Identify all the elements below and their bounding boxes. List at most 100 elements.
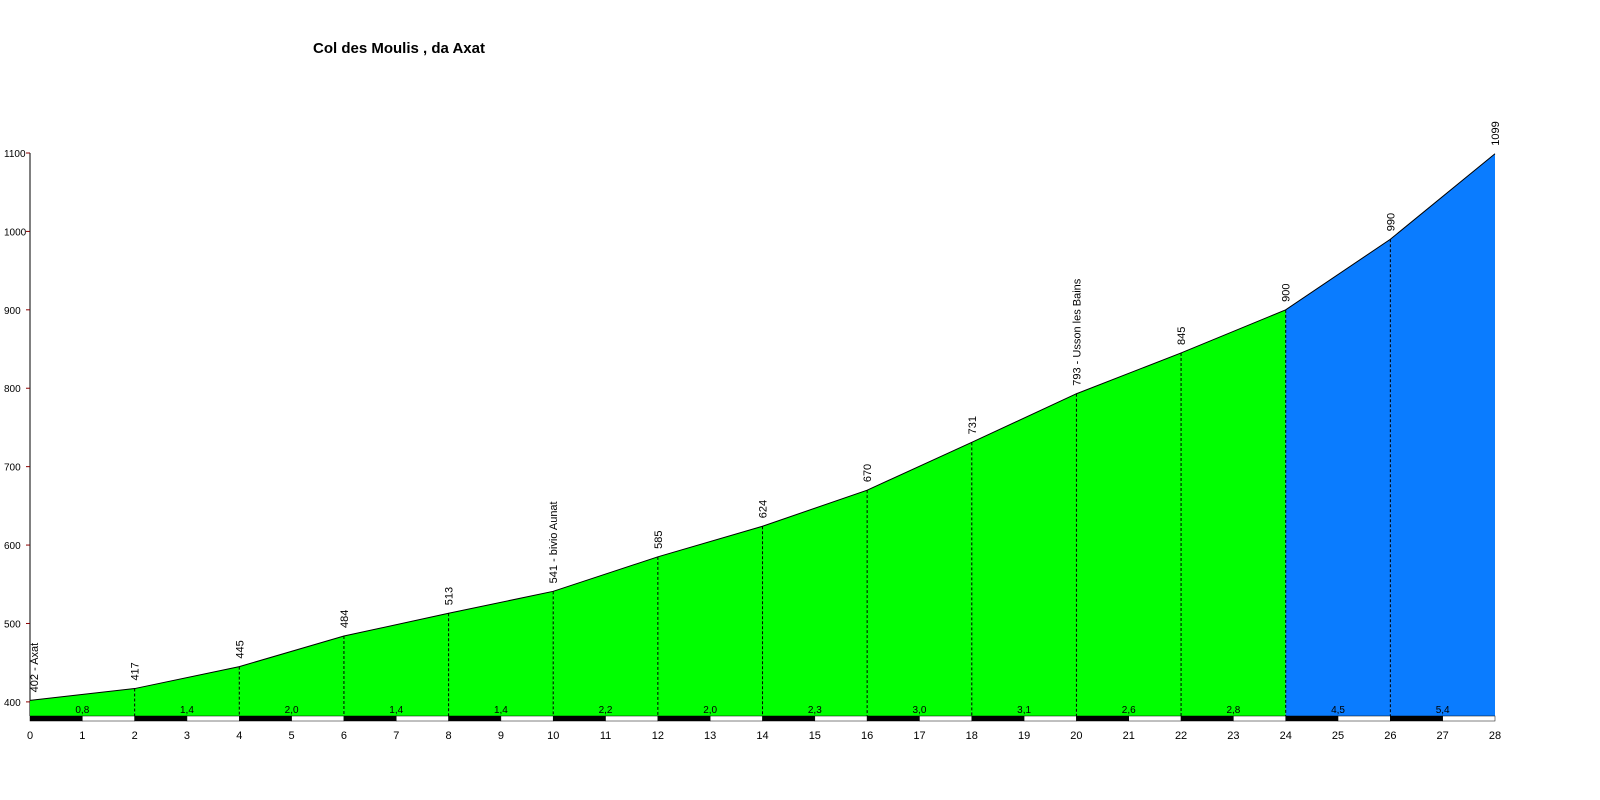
elevation-label: 541 - bivio Aunat	[548, 501, 560, 583]
ruler-bar	[552, 715, 606, 722]
grade-label: 2,8	[1226, 705, 1240, 716]
y-tick-label: 700	[4, 463, 21, 474]
x-tick-label: 22	[1175, 730, 1187, 742]
ruler-bar	[1233, 715, 1286, 722]
ruler-bar	[814, 715, 868, 722]
x-tick-label: 21	[1123, 730, 1135, 742]
elevation-label: 624	[758, 500, 770, 518]
profile-segment	[239, 636, 344, 716]
profile-segment	[971, 393, 1077, 716]
x-tick-label: 17	[913, 730, 925, 742]
y-tick-label: 600	[4, 541, 21, 552]
x-tick-label: 19	[1018, 730, 1030, 742]
elevation-label: 417	[130, 662, 142, 680]
ruler-bar	[1337, 715, 1391, 722]
elevation-label: 484	[339, 610, 351, 628]
x-tick-label: 4	[236, 730, 242, 742]
x-tick-label: 26	[1384, 730, 1396, 742]
grade-label: 2,3	[808, 705, 822, 716]
profile-segment	[134, 666, 240, 716]
ruler-bar	[1442, 715, 1496, 722]
profile-segment	[1285, 239, 1391, 716]
x-tick-label: 7	[393, 730, 399, 742]
x-tick-label: 15	[809, 730, 821, 742]
x-tick-label: 27	[1437, 730, 1449, 742]
ruler-bar	[291, 715, 345, 722]
elevation-label: 670	[862, 464, 874, 482]
grade-label: 2,2	[599, 705, 613, 716]
grade-label: 3,0	[913, 705, 927, 716]
profile-segment	[30, 688, 135, 716]
grade-label: 1,4	[180, 705, 194, 716]
elevation-label: 445	[234, 640, 246, 658]
profile-segment	[1390, 153, 1495, 716]
profile-segment	[343, 613, 449, 716]
ruler-bar	[866, 715, 920, 722]
profile-segment	[448, 591, 554, 716]
grade-label: 3,1	[1017, 705, 1031, 716]
ruler-bar	[657, 715, 711, 722]
profile-segment	[762, 490, 868, 716]
elevation-label: 845	[1176, 327, 1188, 345]
ruler-bar	[239, 715, 292, 722]
x-tick-label: 24	[1280, 730, 1292, 742]
x-tick-label: 18	[966, 730, 978, 742]
ruler-bar	[29, 715, 83, 722]
ruler-bar	[343, 715, 397, 722]
x-tick-label: 1	[79, 730, 85, 742]
y-tick-label: 800	[4, 384, 21, 395]
y-tick-label: 1100	[4, 149, 26, 160]
x-tick-label: 13	[704, 730, 716, 742]
elevation-label: 990	[1385, 213, 1397, 231]
ruler-bar	[448, 715, 502, 722]
elevation-label: 585	[653, 530, 665, 548]
y-tick-label: 400	[4, 698, 21, 709]
grade-label: 2,6	[1122, 705, 1136, 716]
ruler-bar	[134, 715, 188, 722]
ruler-bar	[605, 715, 659, 722]
elevation-label: 731	[967, 416, 979, 434]
grade-label: 5,4	[1436, 705, 1450, 716]
x-tick-label: 20	[1070, 730, 1082, 742]
x-tick-label: 16	[861, 730, 873, 742]
y-tick-label: 1000	[4, 227, 27, 238]
grade-label: 4,5	[1331, 705, 1345, 716]
x-tick-label: 23	[1227, 730, 1239, 742]
x-tick-label: 10	[547, 730, 559, 742]
x-tick-label: 11	[600, 730, 611, 742]
x-tick-label: 3	[184, 730, 190, 742]
x-tick-label: 25	[1332, 730, 1344, 742]
y-tick-label: 500	[4, 619, 21, 630]
ruler-bar	[762, 715, 816, 722]
grade-label: 2,0	[703, 705, 717, 716]
x-tick-label: 28	[1489, 730, 1501, 742]
ruler-bar	[1390, 715, 1443, 722]
profile-segment	[1181, 309, 1286, 716]
ruler-bar	[1023, 715, 1077, 722]
elevation-label: 900	[1281, 283, 1293, 301]
elevation-label: 402 - Axat	[29, 643, 41, 693]
elevation-label: 513	[444, 587, 456, 605]
ruler-bar	[919, 715, 973, 722]
ruler-bar	[1285, 715, 1339, 722]
grade-label: 2,0	[285, 705, 299, 716]
elevation-label: 793 - Usson les Bains	[1071, 278, 1083, 385]
grade-label: 1,4	[494, 705, 508, 716]
grade-label: 0,8	[75, 705, 89, 716]
x-tick-label: 9	[498, 730, 504, 742]
chart-title: Col des Moulis , da Axat	[313, 40, 485, 57]
ruler-bar	[971, 715, 1025, 722]
ruler-bar	[396, 715, 449, 722]
x-tick-label: 14	[756, 730, 768, 742]
profile-segment	[657, 526, 763, 716]
ruler-bar	[186, 715, 240, 722]
ruler-bar	[709, 715, 763, 722]
x-tick-label: 2	[132, 730, 138, 742]
x-tick-label: 5	[289, 730, 295, 742]
x-tick-label: 12	[652, 730, 664, 742]
ruler-bar	[82, 715, 135, 722]
grade-label: 1,4	[389, 705, 403, 716]
ruler-bar	[1076, 715, 1130, 722]
ruler-bar	[1128, 715, 1182, 722]
